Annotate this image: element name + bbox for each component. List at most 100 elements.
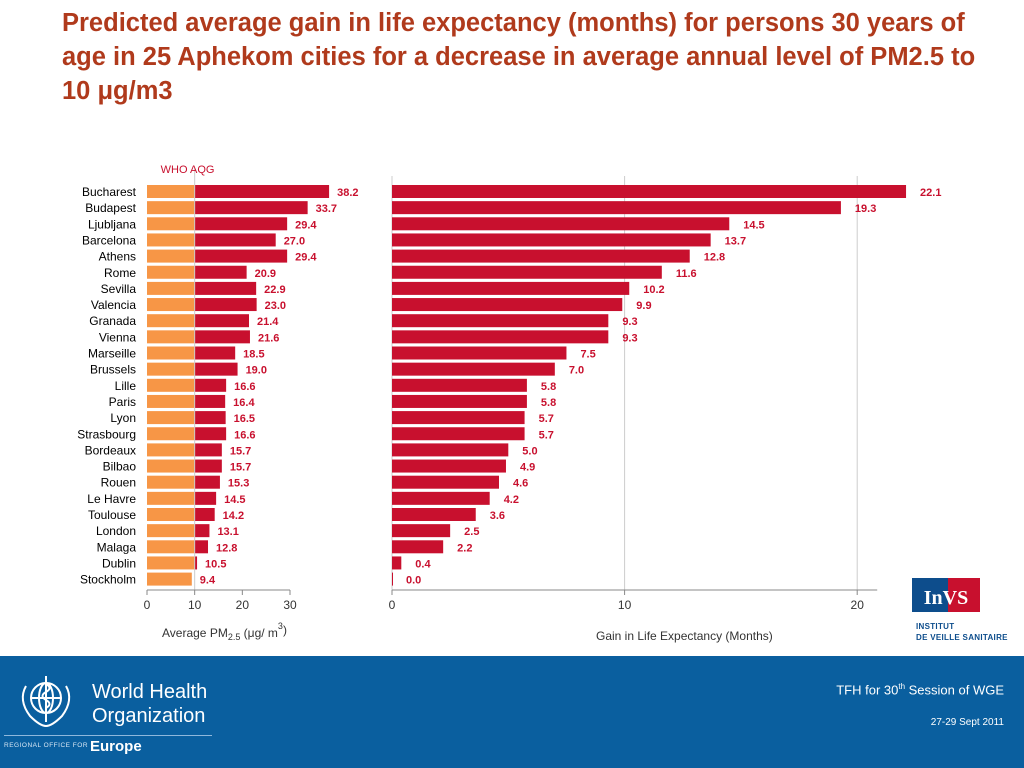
pm-value-label-bucharest: 38.2 xyxy=(337,187,358,199)
gain-value-label-toulouse: 3.6 xyxy=(490,510,505,522)
gain-bar-bilbao xyxy=(392,459,506,473)
city-label-paris: Paris xyxy=(109,395,136,409)
gain-bar-rome xyxy=(392,265,662,279)
pm-bar-aqg-marseille xyxy=(147,346,195,360)
city-label-dublin: Dublin xyxy=(102,556,136,570)
city-label-rouen: Rouen xyxy=(101,476,136,490)
city-label-toulouse: Toulouse xyxy=(88,508,136,522)
pm-value-label-lille: 16.6 xyxy=(234,381,255,393)
pm-bar-excess-lyon xyxy=(194,411,226,425)
invs-logo: InVS INSTITUT DE VEILLE SANITAIRE xyxy=(912,578,1020,648)
pm-x-axis-label-part: 3 xyxy=(278,621,283,631)
gain-bar-lyon xyxy=(392,411,525,425)
pm-value-label-valencia: 23.0 xyxy=(265,300,286,312)
invs-badge-icon: InVS xyxy=(912,578,980,612)
pm-bar-excess-athens xyxy=(194,249,288,263)
pm-value-label-le-havre: 14.5 xyxy=(224,494,245,506)
gain-tick-label-20: 20 xyxy=(851,598,865,612)
pm-bar-aqg-london xyxy=(147,524,195,538)
gain-value-label-valencia: 9.9 xyxy=(636,300,651,312)
city-label-granada: Granada xyxy=(89,314,136,328)
gain-value-label-bucharest: 22.1 xyxy=(920,187,941,199)
event-title: TFH for 30th Session of WGE xyxy=(836,682,1004,697)
city-label-bordeaux: Bordeaux xyxy=(85,443,136,457)
gain-bar-ljubljana xyxy=(392,217,730,231)
who-region-name: Europe xyxy=(90,738,142,755)
pm-value-label-budapest: 33.7 xyxy=(316,203,337,215)
gain-value-label-london: 2.5 xyxy=(464,526,479,538)
pm-value-label-london: 13.1 xyxy=(217,526,238,538)
pm-bar-excess-barcelona xyxy=(194,233,276,247)
city-label-marseille: Marseille xyxy=(88,347,136,361)
gain-tick-label-10: 10 xyxy=(618,598,632,612)
event-suffix: Session of WGE xyxy=(905,682,1004,698)
pm-bar-excess-london xyxy=(194,524,210,538)
city-label-lille: Lille xyxy=(115,379,137,393)
pm-tick-label-0: 0 xyxy=(144,598,151,612)
pm-bar-aqg-stockholm xyxy=(147,572,192,586)
gain-value-label-marseille: 7.5 xyxy=(580,349,595,361)
who-org-name: World Health Organization xyxy=(92,681,208,727)
gain-value-label-bilbao: 4.9 xyxy=(520,462,535,474)
pm-bar-aqg-rome xyxy=(147,265,195,279)
pm-bar-aqg-athens xyxy=(147,249,195,263)
gain-value-label-ljubljana: 14.5 xyxy=(743,219,764,231)
pm-bar-excess-malaga xyxy=(194,540,209,554)
pm-value-label-bilbao: 15.7 xyxy=(230,462,251,474)
pm-bar-excess-granada xyxy=(194,314,250,328)
pm-bar-excess-rome xyxy=(194,265,247,279)
pm-bar-aqg-lille xyxy=(147,378,195,392)
pm-bar-aqg-barcelona xyxy=(147,233,195,247)
gain-bar-london xyxy=(392,524,451,538)
pm-bar-aqg-bilbao xyxy=(147,459,195,473)
gain-value-label-strasbourg: 5.7 xyxy=(539,429,554,441)
gain-bar-toulouse xyxy=(392,508,476,521)
who-aqg-label: WHO AQG xyxy=(161,164,215,176)
gain-value-label-athens: 12.8 xyxy=(704,252,725,264)
pm-bar-aqg-vienna xyxy=(147,330,195,344)
gain-value-label-bordeaux: 5.0 xyxy=(522,445,537,457)
who-region-prefix: REGIONAL OFFICE FOR xyxy=(4,742,89,749)
pm-value-label-paris: 16.4 xyxy=(233,397,255,409)
pm-bar-excess-budapest xyxy=(194,201,308,215)
city-label-brussels: Brussels xyxy=(90,363,136,377)
pm-bar-aqg-toulouse xyxy=(147,508,195,521)
pm-bar-aqg-strasbourg xyxy=(147,427,195,441)
pm-bar-aqg-granada xyxy=(147,314,195,328)
pm-bar-aqg-bucharest xyxy=(147,185,195,198)
pm-value-label-stockholm: 9.4 xyxy=(200,575,216,587)
gain-value-label-malaga: 2.2 xyxy=(457,542,472,554)
gain-value-label-stockholm: 0.0 xyxy=(406,575,421,587)
who-emblem-icon xyxy=(21,676,71,727)
city-label-bucharest: Bucharest xyxy=(82,185,137,199)
pm-x-axis-label-part: Average PM xyxy=(162,626,228,640)
gain-bar-malaga xyxy=(392,540,444,554)
pm-value-label-bordeaux: 15.7 xyxy=(230,445,251,457)
pm-bar-aqg-lyon xyxy=(147,411,195,425)
pm-value-label-granada: 21.4 xyxy=(257,316,279,328)
gain-bar-valencia xyxy=(392,298,623,312)
gain-bar-sevilla xyxy=(392,281,630,295)
pm-bar-excess-le-havre xyxy=(194,491,217,505)
gain-bar-strasbourg xyxy=(392,427,525,441)
pm-x-axis-label: Average PM2.5 (μg/ m3) xyxy=(162,621,287,642)
who-divider xyxy=(4,735,212,736)
event-prefix: TFH for 30 xyxy=(836,682,899,698)
pm-bar-excess-sevilla xyxy=(194,281,257,295)
gain-value-label-vienna: 9.3 xyxy=(622,332,637,344)
city-label-stockholm: Stockholm xyxy=(80,573,136,587)
pm-bar-excess-rouen xyxy=(194,475,220,489)
pm-value-label-sevilla: 22.9 xyxy=(264,284,285,296)
gain-bar-le-havre xyxy=(392,491,490,505)
pm-value-label-dublin: 10.5 xyxy=(205,558,226,570)
pm-bar-aqg-paris xyxy=(147,394,195,408)
pm-bar-excess-bucharest xyxy=(194,185,330,198)
pm-value-label-toulouse: 14.2 xyxy=(223,510,244,522)
gain-bar-bordeaux xyxy=(392,443,509,457)
gain-value-label-barcelona: 13.7 xyxy=(725,235,746,247)
event-dates: 27-29 Sept 2011 xyxy=(930,717,1004,728)
invs-line-1: INSTITUT xyxy=(916,622,955,631)
city-label-lyon: Lyon xyxy=(110,411,136,425)
pm-bar-aqg-sevilla xyxy=(147,281,195,295)
pm-bar-aqg-le-havre xyxy=(147,491,195,505)
